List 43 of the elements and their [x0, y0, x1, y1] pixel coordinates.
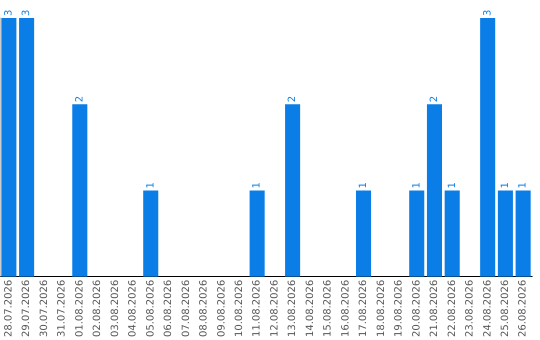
x-tick-label: 28.07.2026: [3, 280, 14, 338]
x-tick-label: 31.07.2026: [56, 280, 68, 338]
data-label: 1: [252, 182, 263, 188]
x-tick-label: 21.08.2026: [429, 280, 440, 338]
x-tick-label: 20.08.2026: [411, 280, 422, 338]
data-label: 1: [446, 182, 458, 188]
data-label: 3: [3, 10, 14, 16]
data-label: 2: [287, 96, 298, 102]
x-tick-label: 29.07.2026: [21, 280, 32, 338]
data-label: 3: [482, 10, 494, 16]
x-tick-label: 01.08.2026: [74, 280, 86, 338]
x-tick-label: 16.08.2026: [340, 280, 352, 338]
x-tick-label: 15.08.2026: [322, 280, 334, 338]
x-tick-label: 06.08.2026: [163, 280, 174, 338]
data-label: 3: [21, 10, 32, 16]
x-tick-label: 02.08.2026: [92, 280, 104, 338]
x-tick-label: 25.08.2026: [500, 280, 511, 338]
data-label: 1: [145, 182, 156, 188]
x-tick-label: 05.08.2026: [145, 280, 156, 338]
x-tick-label: 26.08.2026: [518, 280, 529, 338]
x-tick-label: 10.08.2026: [234, 280, 245, 338]
x-tick-label: 13.08.2026: [287, 280, 298, 338]
x-tick-label: 03.08.2026: [110, 280, 121, 338]
x-tick-label: 23.08.2026: [464, 280, 476, 338]
x-tick-label: 04.08.2026: [128, 280, 139, 338]
data-label: 1: [411, 182, 422, 188]
data-label: 1: [500, 182, 511, 188]
x-tick-label: 17.08.2026: [358, 280, 370, 338]
x-tick-label: 19.08.2026: [394, 280, 405, 338]
x-tick-label: 09.08.2026: [216, 280, 228, 338]
data-label: 2: [74, 96, 86, 102]
x-tick-label: 22.08.2026: [446, 280, 458, 338]
x-tick-label: 24.08.2026: [482, 280, 494, 338]
x-tick-label: 08.08.2026: [198, 280, 210, 338]
x-tick-label: 12.08.2026: [269, 280, 280, 338]
data-label: 2: [429, 96, 440, 102]
x-tick-label: 30.07.2026: [38, 280, 50, 338]
x-tick-label: 14.08.2026: [304, 280, 316, 338]
x-tick-label: 18.08.2026: [376, 280, 387, 338]
x-tick-label: 07.08.2026: [180, 280, 192, 338]
data-label: 1: [518, 182, 529, 188]
x-tick-label: 11.08.2026: [252, 280, 263, 338]
data-label: 1: [358, 182, 370, 188]
